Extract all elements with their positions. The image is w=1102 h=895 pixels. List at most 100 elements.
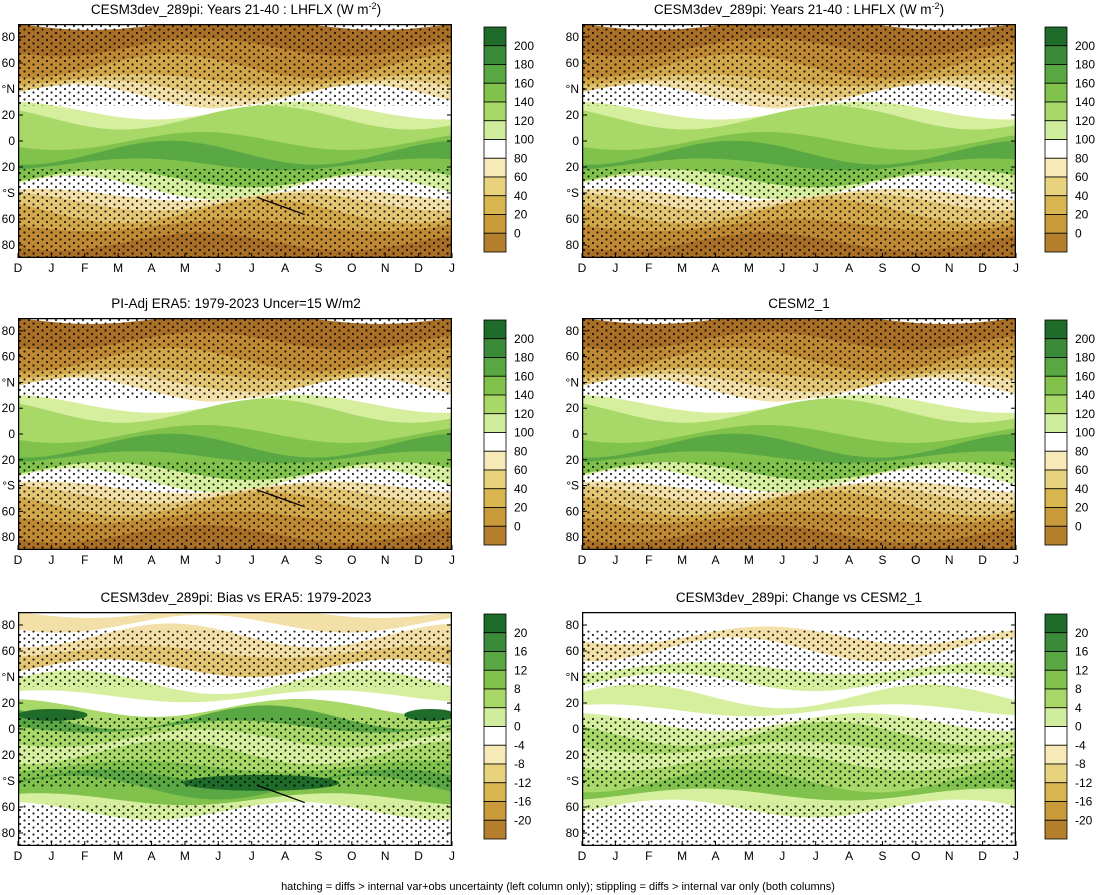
- y-tick-label: °S: [566, 479, 579, 493]
- y-tick-label: 20: [2, 696, 16, 710]
- colorbar-label: 180: [1075, 351, 1095, 365]
- y-tick-label: °S: [566, 186, 579, 200]
- colorbar-swatch: [483, 319, 507, 340]
- y-tick-label: 20: [566, 108, 580, 122]
- stippling: [18, 630, 452, 687]
- x-tick-label: S: [314, 261, 322, 275]
- x-tick-label: J: [48, 261, 54, 275]
- stippling: [18, 717, 452, 788]
- colorbar-swatch: [483, 450, 507, 471]
- colorbar-swatch: [483, 394, 507, 415]
- x-tick-label: D: [414, 553, 423, 567]
- colorbar-label: 40: [514, 482, 528, 496]
- y-tick-label: 80: [2, 826, 16, 840]
- x-tick-label: D: [978, 849, 987, 863]
- colorbar-label: 120: [514, 114, 534, 128]
- colorbar-swatch: [1044, 139, 1068, 159]
- panel-1: CESM3dev_289pi: Years 21-40 : LHFLX (W m…: [2, 1, 535, 275]
- panel-4-y-ticks: 80 60 °N 20 0 20 °S 60 80: [566, 324, 1016, 544]
- colorbar-swatch: [483, 651, 507, 671]
- colorbar-label: 0: [514, 519, 521, 533]
- y-tick-label: 20: [566, 748, 580, 762]
- colorbar-swatch: [483, 195, 507, 215]
- colorbar-label: -4: [514, 738, 525, 752]
- colorbar-label: 12: [1075, 663, 1089, 677]
- x-tick-label: J: [48, 849, 54, 863]
- x-tick-label: J: [612, 553, 618, 567]
- colorbar-label: 160: [1075, 369, 1095, 383]
- x-tick-label: O: [347, 849, 356, 863]
- y-tick-label: °N: [566, 670, 579, 684]
- stippling: [18, 803, 452, 846]
- colorbar-label: -12: [514, 776, 532, 790]
- colorbar-label: 100: [1075, 426, 1095, 440]
- y-tick-label: 60: [566, 800, 580, 814]
- colorbar-label: 20: [514, 626, 528, 640]
- x-tick-label: N: [381, 261, 390, 275]
- colorbar-swatch: [483, 819, 507, 840]
- hatch-mark: [282, 205, 305, 216]
- y-tick-label: 80: [566, 530, 580, 544]
- panel-2-title: CESM3dev_289pi: Years 21-40 : LHFLX (W m…: [654, 1, 944, 17]
- x-tick-label: A: [845, 553, 853, 567]
- colorbar-swatch: [483, 525, 507, 546]
- colorbar-label: 200: [1075, 332, 1095, 346]
- panel-6-colorbar: 20 16 12 8 4 0 -4 -8 -12 -16 -20: [1044, 613, 1093, 840]
- x-tick-label: O: [911, 849, 920, 863]
- colorbar-swatch: [483, 357, 507, 377]
- x-tick-label: D: [578, 261, 587, 275]
- x-tick-label: J: [612, 849, 618, 863]
- colorbar-swatch: [483, 232, 507, 253]
- panel-3-y-ticks: 80 60 °N 20 0 20 °S 60 80: [2, 324, 452, 544]
- stippling: [582, 803, 1016, 846]
- colorbar-label: 60: [514, 170, 528, 184]
- x-tick-label: M: [180, 261, 190, 275]
- colorbar-swatch: [483, 45, 507, 65]
- x-tick-label: M: [744, 261, 754, 275]
- colorbar-swatch: [483, 432, 507, 452]
- colorbar-label: 160: [514, 369, 534, 383]
- stippling: [582, 318, 1016, 400]
- colorbar-swatch: [1044, 82, 1068, 103]
- x-tick-label: S: [314, 553, 322, 567]
- x-tick-label: F: [81, 261, 88, 275]
- x-tick-label: D: [978, 553, 987, 567]
- colorbar-swatch: [1044, 782, 1068, 802]
- colorbar-swatch: [1044, 669, 1068, 690]
- colorbar-swatch: [1044, 319, 1068, 340]
- colorbar-label: 80: [1075, 151, 1089, 165]
- colorbar-label: 0: [1075, 519, 1082, 533]
- x-tick-label: J: [779, 849, 785, 863]
- colorbar-swatch: [1044, 120, 1068, 140]
- colorbar-label: 100: [1075, 133, 1095, 147]
- x-tick-label: A: [148, 849, 156, 863]
- colorbar-label: -20: [1075, 813, 1093, 827]
- colorbar-swatch: [483, 613, 507, 634]
- x-tick-label: J: [449, 849, 455, 863]
- x-tick-label: N: [945, 849, 954, 863]
- x-tick-label: N: [381, 553, 390, 567]
- colorbar-label: 140: [1075, 388, 1095, 402]
- x-tick-label: A: [148, 261, 156, 275]
- colorbar-label: 200: [514, 39, 534, 53]
- x-tick-label: F: [81, 849, 88, 863]
- x-tick-label: A: [712, 849, 720, 863]
- x-tick-label: J: [779, 261, 785, 275]
- colorbar-swatch: [1044, 763, 1068, 784]
- y-tick-label: 80: [566, 618, 580, 632]
- colorbar-swatch: [1044, 707, 1068, 727]
- colorbar-swatch: [483, 763, 507, 784]
- y-tick-label: °N: [566, 82, 579, 96]
- colorbar-label: 80: [514, 151, 528, 165]
- colorbar-label: 160: [1075, 76, 1095, 90]
- colorbar-label: -20: [514, 813, 532, 827]
- colorbar-swatch: [483, 82, 507, 103]
- y-tick-label: °N: [566, 375, 579, 389]
- stippling: [18, 169, 452, 258]
- panel-6-title: CESM3dev_289pi: Change vs CESM2_1: [676, 590, 922, 605]
- panel-6-plot: [582, 612, 1016, 846]
